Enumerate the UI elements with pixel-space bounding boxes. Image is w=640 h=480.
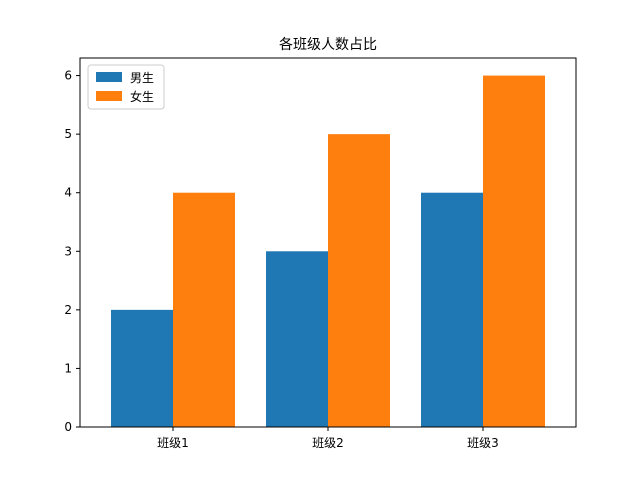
legend-swatch-female	[96, 91, 122, 101]
chart-title: 各班级人数占比	[279, 37, 377, 53]
bar-female-3	[483, 75, 545, 428]
bar-male-1	[111, 309, 173, 427]
bar-male-3	[421, 192, 483, 427]
legend-swatch-male	[96, 72, 122, 82]
x-tick-label: 班级1	[157, 436, 189, 450]
y-tick-label: 5	[64, 127, 72, 141]
bar-female-1	[173, 192, 235, 427]
y-tick-label: 0	[64, 420, 72, 434]
bar-female-2	[328, 134, 390, 427]
x-tick-label: 班级3	[467, 436, 499, 450]
bar-male-2	[266, 251, 328, 427]
y-tick-label: 3	[64, 244, 72, 258]
y-tick-label: 6	[64, 69, 72, 83]
y-tick-label: 1	[64, 361, 72, 375]
legend-label-female: 女生	[130, 89, 154, 104]
x-tick-label: 班级2	[312, 436, 344, 450]
legend-label-male: 男生	[130, 71, 154, 85]
y-tick-label: 2	[64, 303, 72, 317]
y-tick-label: 4	[64, 186, 72, 200]
